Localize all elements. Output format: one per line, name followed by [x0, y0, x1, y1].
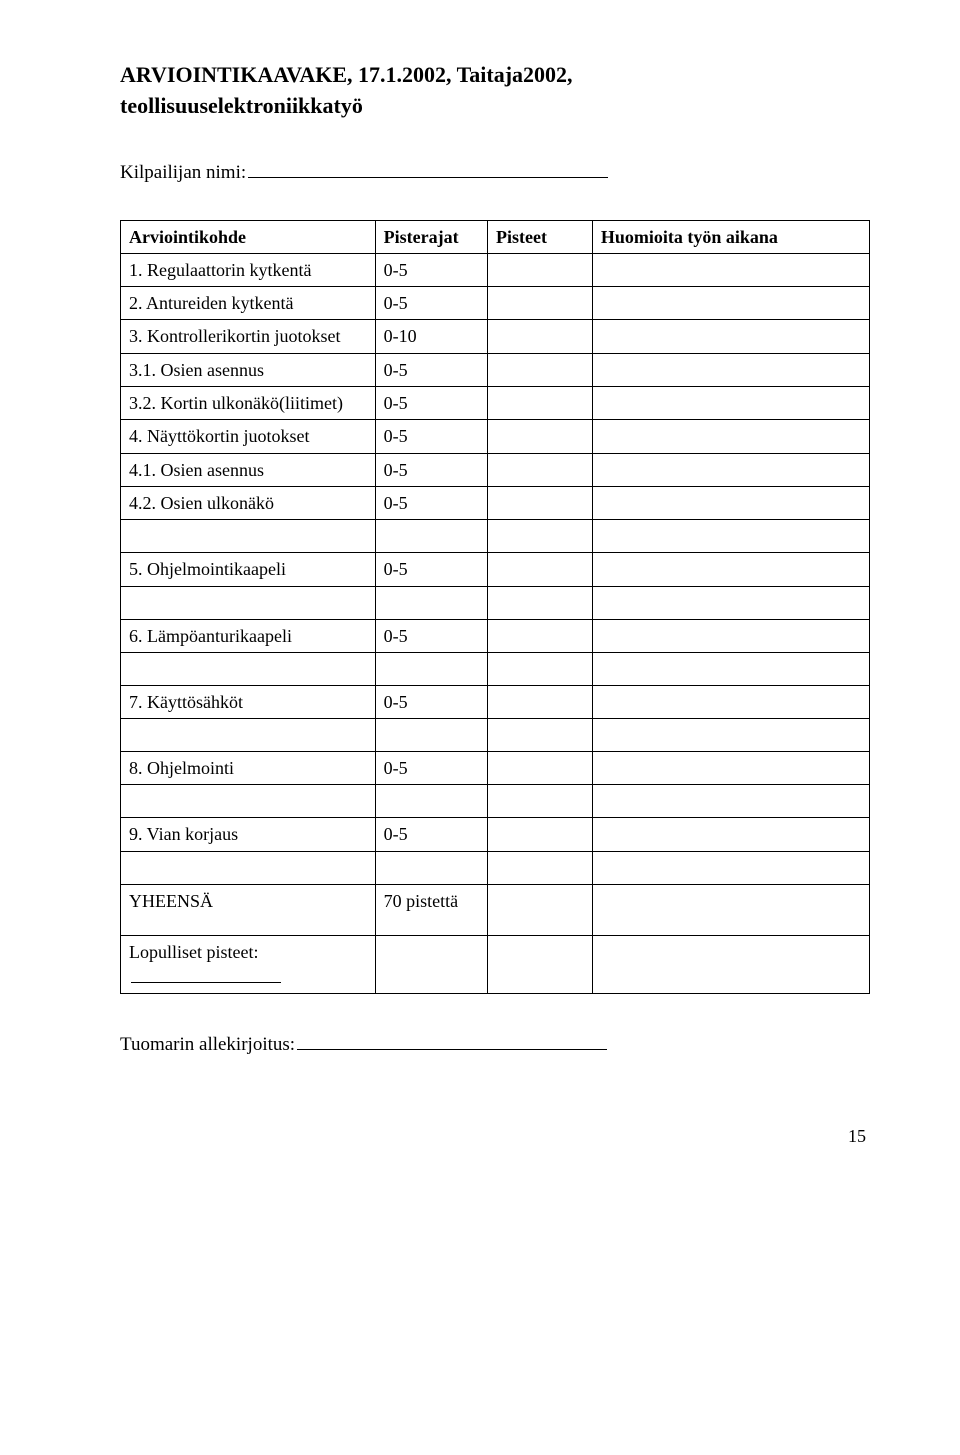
cell-points	[488, 685, 593, 718]
cell-notes	[592, 253, 869, 286]
table-spacer	[121, 652, 870, 685]
table-row: 3.1. Osien asennus 0-5	[121, 353, 870, 386]
cell-label: 2. Antureiden kytkentä	[121, 287, 376, 320]
table-row: 3.2. Kortin ulkonäkö(liitimet) 0-5	[121, 387, 870, 420]
header-range: Pisterajat	[375, 220, 487, 253]
cell-range: 0-5	[375, 420, 487, 453]
cell-points	[488, 818, 593, 851]
cell-notes	[592, 287, 869, 320]
competitor-name-label: Kilpailijan nimi:	[120, 162, 246, 183]
cell-notes	[592, 320, 869, 353]
evaluation-table: Arviointikohde Pisterajat Pisteet Huomio…	[120, 220, 870, 995]
signature-row: Tuomarin allekirjoitus:	[120, 1030, 870, 1056]
cell-points	[488, 486, 593, 519]
table-spacer	[121, 520, 870, 553]
cell-range: 0-5	[375, 486, 487, 519]
cell-label: 4.2. Osien ulkonäkö	[121, 486, 376, 519]
cell-points	[488, 453, 593, 486]
cell-label: 3.1. Osien asennus	[121, 353, 376, 386]
cell-notes	[592, 752, 869, 785]
cell-label: 8. Ohjelmointi	[121, 752, 376, 785]
cell-label: 3.2. Kortin ulkonäkö(liitimet)	[121, 387, 376, 420]
competitor-name-blank	[248, 158, 608, 178]
cell-notes	[592, 353, 869, 386]
cell-notes	[592, 453, 869, 486]
table-row: 4.2. Osien ulkonäkö 0-5	[121, 486, 870, 519]
table-row: 9. Vian korjaus 0-5	[121, 818, 870, 851]
table-row: 5. Ohjelmointikaapeli 0-5	[121, 553, 870, 586]
cell-notes	[592, 553, 869, 586]
final-points-row: Lopulliset pisteet:	[121, 935, 870, 994]
cell-range: 0-5	[375, 453, 487, 486]
table-row: 2. Antureiden kytkentä 0-5	[121, 287, 870, 320]
header-points: Pisteet	[488, 220, 593, 253]
competitor-name-row: Kilpailijan nimi:	[120, 158, 870, 184]
total-row: YHEENSÄ 70 pistettä	[121, 884, 870, 935]
cell-label: 1. Regulaattorin kytkentä	[121, 253, 376, 286]
cell-label: 4. Näyttökortin juotokset	[121, 420, 376, 453]
title-line-2: teollisuuselektroniikkatyö	[120, 91, 870, 122]
table-spacer	[121, 719, 870, 752]
table-row: 6. Lämpöanturikaapeli 0-5	[121, 619, 870, 652]
cell-label: 7. Käyttösähköt	[121, 685, 376, 718]
table-row: 1. Regulaattorin kytkentä 0-5	[121, 253, 870, 286]
table-spacer	[121, 851, 870, 884]
cell-points	[488, 287, 593, 320]
cell-label: 9. Vian korjaus	[121, 818, 376, 851]
cell-range: 0-5	[375, 685, 487, 718]
cell-notes	[592, 685, 869, 718]
cell-range: 0-5	[375, 752, 487, 785]
cell-points	[488, 253, 593, 286]
signature-blank	[297, 1030, 607, 1050]
table-row: 7. Käyttösähköt 0-5	[121, 685, 870, 718]
cell-range: 0-5	[375, 353, 487, 386]
cell-notes	[592, 884, 869, 935]
cell-range: 0-5	[375, 553, 487, 586]
header-notes: Huomioita työn aikana	[592, 220, 869, 253]
table-spacer	[121, 586, 870, 619]
table-row: 8. Ohjelmointi 0-5	[121, 752, 870, 785]
signature-label: Tuomarin allekirjoitus:	[120, 1034, 295, 1055]
cell-points	[488, 353, 593, 386]
cell-range: 0-5	[375, 253, 487, 286]
cell-points	[488, 752, 593, 785]
cell-label: 4.1. Osien asennus	[121, 453, 376, 486]
total-value: 70 pistettä	[375, 884, 487, 935]
cell-points	[488, 320, 593, 353]
cell-label: 3. Kontrollerikortin juotokset	[121, 320, 376, 353]
total-label: YHEENSÄ	[121, 884, 376, 935]
cell-notes	[592, 387, 869, 420]
table-spacer	[121, 785, 870, 818]
cell-points	[488, 553, 593, 586]
cell-range: 0-5	[375, 818, 487, 851]
cell-notes	[592, 818, 869, 851]
cell-range: 0-5	[375, 619, 487, 652]
title-line-1: ARVIOINTIKAAVAKE, 17.1.2002, Taitaja2002…	[120, 60, 870, 91]
header-target: Arviointikohde	[121, 220, 376, 253]
final-points-blank	[131, 964, 281, 983]
table-row: 4.1. Osien asennus 0-5	[121, 453, 870, 486]
cell-notes	[592, 420, 869, 453]
table-row: 4. Näyttökortin juotokset 0-5	[121, 420, 870, 453]
cell-points	[488, 619, 593, 652]
cell-range: 0-5	[375, 387, 487, 420]
cell-points	[488, 420, 593, 453]
cell-range: 0-5	[375, 287, 487, 320]
cell-label: 6. Lämpöanturikaapeli	[121, 619, 376, 652]
final-points-label: Lopulliset pisteet:	[129, 942, 258, 962]
cell-label: 5. Ohjelmointikaapeli	[121, 553, 376, 586]
table-header-row: Arviointikohde Pisterajat Pisteet Huomio…	[121, 220, 870, 253]
cell-points	[488, 884, 593, 935]
page-number: 15	[120, 1126, 870, 1147]
cell-notes	[592, 486, 869, 519]
final-points-cell: Lopulliset pisteet:	[121, 935, 376, 994]
cell-points	[488, 387, 593, 420]
table-row: 3. Kontrollerikortin juotokset 0-10	[121, 320, 870, 353]
cell-range: 0-10	[375, 320, 487, 353]
cell-notes	[592, 619, 869, 652]
